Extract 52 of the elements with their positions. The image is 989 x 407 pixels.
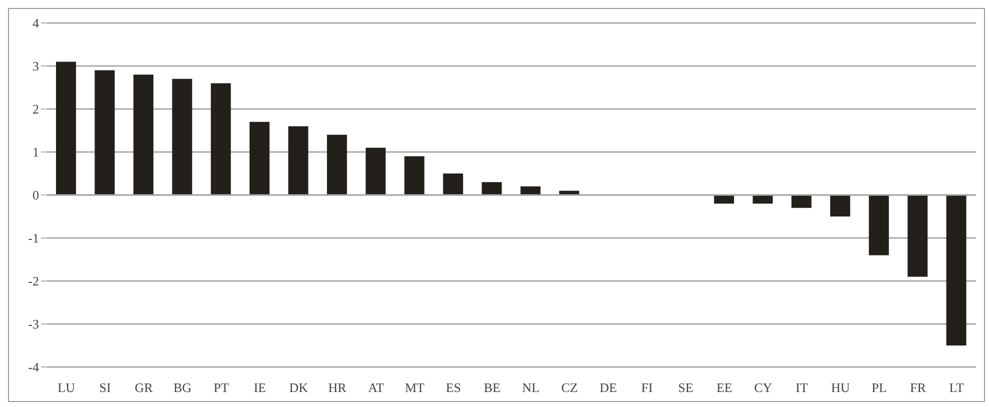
bar — [559, 190, 580, 195]
bar — [133, 74, 154, 195]
bar — [210, 83, 231, 195]
x-tick-label: DE — [600, 380, 617, 396]
x-tick-label: GR — [134, 380, 154, 396]
bar — [94, 70, 115, 195]
y-tick-label: -3 — [28, 316, 39, 332]
bar — [56, 62, 76, 195]
x-tick-label: PL — [872, 380, 887, 396]
bar — [288, 126, 308, 195]
bar — [868, 195, 889, 256]
y-tick-label: 2 — [32, 102, 39, 117]
x-tick-label: HR — [328, 380, 347, 396]
bar — [946, 195, 966, 346]
y-tick-label: 1 — [32, 144, 39, 160]
y-tick-label: 4 — [32, 16, 40, 31]
x-tick-label: DK — [289, 380, 309, 396]
x-tick-label: MT — [404, 380, 425, 396]
bar — [366, 148, 386, 195]
x-tick-label: ES — [446, 380, 462, 396]
x-tick-label: AT — [368, 380, 384, 396]
x-tick-label: LT — [949, 380, 964, 396]
bar — [172, 78, 192, 195]
bar — [791, 195, 812, 208]
x-tick-label: NL — [522, 380, 540, 396]
x-tick-label: PT — [214, 380, 229, 396]
x-tick-label: BE — [484, 380, 501, 396]
x-tick-label: LU — [58, 380, 76, 396]
x-tick-label: EE — [716, 380, 732, 396]
bar — [443, 174, 464, 195]
x-tick-label: FR — [910, 380, 926, 396]
x-tick-label: SI — [99, 380, 111, 396]
x-tick-label: HU — [831, 380, 851, 396]
bar — [250, 122, 270, 195]
y-tick-label: -1 — [28, 230, 39, 246]
bar — [908, 195, 928, 277]
bar — [482, 182, 502, 195]
x-tick-label: FI — [641, 380, 653, 396]
y-tick-label: 3 — [32, 58, 39, 74]
x-tick-label: CY — [754, 380, 773, 396]
x-tick-label: BG — [173, 380, 192, 396]
y-tick-label: -4 — [28, 360, 40, 375]
bar — [520, 186, 540, 195]
x-tick-label: IT — [796, 380, 808, 396]
y-tick-label: 0 — [32, 188, 39, 203]
bar — [830, 195, 850, 216]
bar — [404, 156, 424, 195]
x-tick-label: SE — [678, 380, 694, 396]
bar — [326, 134, 347, 195]
y-tick-label: -2 — [28, 274, 39, 289]
x-tick-label: CZ — [561, 380, 578, 396]
x-tick-label: IE — [254, 380, 266, 396]
